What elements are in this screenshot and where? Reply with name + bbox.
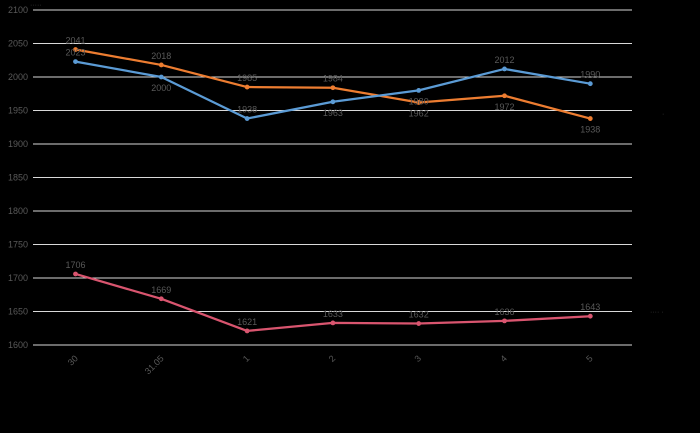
data-label-blue: 2012 — [494, 55, 514, 65]
series-point-pink — [587, 313, 593, 319]
y-tick-label: 1700 — [8, 273, 28, 283]
series-point-orange — [587, 116, 593, 121]
y-tick-label: 1850 — [8, 173, 28, 183]
y-tick-label: 2000 — [8, 72, 28, 82]
data-label-orange: 1985 — [237, 73, 257, 83]
series-point-blue — [587, 81, 593, 87]
series-point-pink — [73, 271, 78, 277]
data-label-orange: 1962 — [409, 108, 429, 118]
y-tick-label: 1650 — [8, 307, 28, 317]
y-tick-label: 1750 — [8, 240, 28, 250]
data-label-pink: 1633 — [323, 309, 343, 319]
series-point-blue — [73, 59, 78, 64]
data-label-pink: 1621 — [237, 317, 257, 327]
series-point-orange — [73, 47, 78, 52]
series-point-orange — [502, 93, 507, 99]
x-tick-label: 1 — [241, 353, 252, 364]
data-label-pink: 1643 — [580, 302, 600, 312]
data-label-orange: 1984 — [323, 74, 343, 84]
series-point-blue — [416, 88, 422, 93]
data-label-blue: 1963 — [323, 108, 343, 118]
data-label-blue: 1990 — [580, 70, 600, 80]
x-tick-label: 5 — [584, 353, 595, 364]
y-tick-label: 1800 — [8, 206, 28, 216]
series-point-pink — [416, 321, 422, 326]
data-label-pink: 1669 — [151, 285, 171, 295]
data-label-blue: 2000 — [151, 83, 171, 93]
series-point-pink — [330, 320, 336, 326]
series-point-blue — [244, 116, 250, 121]
y-tick-label: 1900 — [8, 139, 28, 149]
edge-annotation: · — [662, 111, 664, 118]
series-point-pink — [158, 296, 164, 302]
data-label-orange: 1972 — [494, 102, 514, 112]
x-tick-label: 3 — [412, 353, 423, 364]
data-label-blue: 1980 — [409, 96, 429, 106]
data-label-blue: 2023 — [65, 48, 85, 58]
series-point-blue — [330, 99, 336, 105]
series-point-blue — [158, 74, 164, 80]
data-label-orange: 2018 — [151, 51, 171, 61]
series-point-pink — [244, 328, 250, 334]
data-label-pink: 1706 — [65, 260, 85, 270]
data-label-pink: 1632 — [409, 310, 429, 320]
series-point-blue — [502, 66, 507, 72]
x-tick-label: 2 — [327, 353, 338, 364]
y-tick-label: 2050 — [8, 39, 28, 49]
edge-annotation: ····· — [30, 2, 42, 9]
edge-annotation: ···· · — [650, 309, 664, 316]
data-label-pink: 1636 — [494, 307, 514, 317]
series-point-orange — [330, 85, 336, 91]
y-tick-label: 2100 — [8, 5, 28, 15]
series-point-orange — [416, 100, 422, 105]
series-point-pink — [502, 318, 507, 324]
data-label-orange: 2041 — [65, 36, 85, 46]
series-point-orange — [158, 62, 164, 68]
x-tick-label: 4 — [498, 353, 509, 364]
data-label-blue: 1938 — [237, 105, 257, 115]
y-tick-label: 1600 — [8, 340, 28, 350]
series-point-orange — [244, 84, 250, 90]
y-tick-label: 1950 — [8, 106, 28, 116]
data-label-orange: 1938 — [580, 125, 600, 135]
